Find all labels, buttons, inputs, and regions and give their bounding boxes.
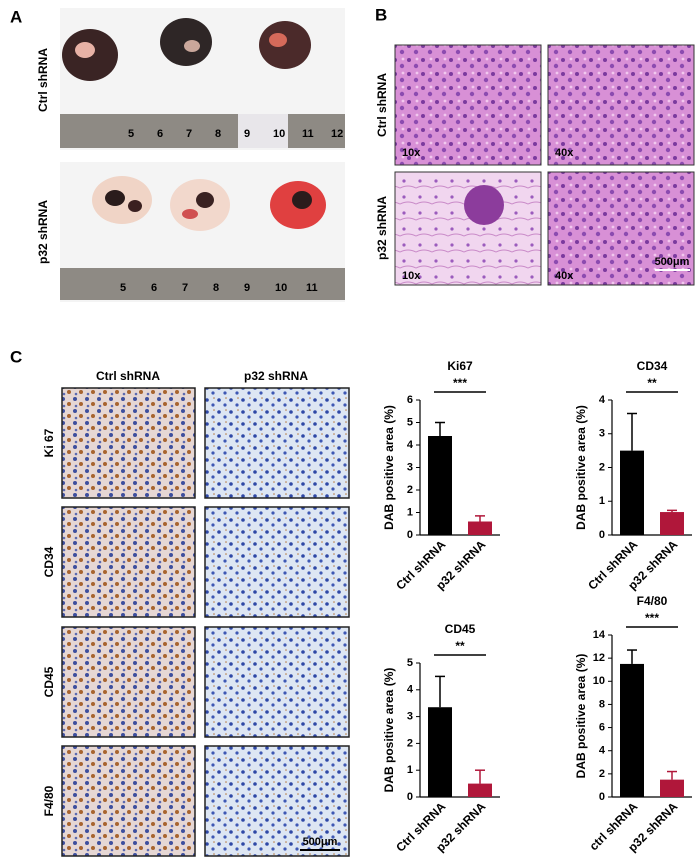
chart-title: Ki67 bbox=[447, 359, 473, 373]
ihc-image bbox=[61, 745, 196, 857]
y-tick-label: 4 bbox=[599, 394, 606, 406]
ruler-number: 6 bbox=[151, 282, 157, 294]
y-tick-label: 10 bbox=[593, 675, 605, 687]
bar bbox=[428, 707, 452, 797]
magnification: 40x bbox=[555, 270, 574, 282]
ruler-number: 11 bbox=[306, 282, 318, 294]
significance: *** bbox=[453, 376, 467, 390]
row-label: CD45 bbox=[42, 666, 56, 697]
ruler-number: 7 bbox=[182, 282, 188, 294]
y-axis-label: DAB positive area (%) bbox=[382, 405, 396, 530]
ruler-number: 8 bbox=[215, 128, 221, 140]
magnification: 10x bbox=[402, 147, 421, 159]
y-tick-label: 1 bbox=[407, 764, 413, 776]
y-tick-label: 5 bbox=[407, 657, 413, 669]
ihc-image bbox=[204, 387, 350, 499]
y-tick-label: 4 bbox=[599, 745, 606, 757]
bar bbox=[428, 436, 452, 535]
row-label: Ctrl shRNA bbox=[375, 73, 389, 137]
y-tick-label: 3 bbox=[407, 711, 413, 723]
histology-image bbox=[547, 44, 695, 166]
ihc-image bbox=[204, 506, 350, 618]
y-tick-label: 0 bbox=[599, 791, 605, 803]
bar bbox=[468, 783, 492, 797]
y-tick-label: 5 bbox=[407, 416, 413, 428]
y-tick-label: 8 bbox=[599, 698, 605, 710]
ihc-image bbox=[61, 626, 196, 738]
ruler-number: 12 bbox=[331, 128, 343, 140]
y-tick-label: 3 bbox=[599, 428, 605, 440]
row-label: p32 shRNA bbox=[36, 200, 50, 264]
ihc-image bbox=[204, 626, 350, 738]
row-label: F4/80 bbox=[42, 785, 56, 816]
histology-image bbox=[547, 171, 695, 286]
y-tick-label: 6 bbox=[599, 721, 605, 733]
y-tick-label: 4 bbox=[407, 439, 414, 451]
column-label: p32 shRNA bbox=[244, 369, 308, 383]
significance: ** bbox=[455, 639, 465, 653]
y-tick-label: 2 bbox=[407, 484, 413, 496]
bar bbox=[468, 521, 492, 535]
ruler-number: 9 bbox=[244, 128, 250, 140]
y-tick-label: 0 bbox=[407, 791, 413, 803]
y-tick-label: 0 bbox=[599, 529, 605, 541]
magnification: 40x bbox=[555, 147, 574, 159]
ruler-number: 7 bbox=[186, 128, 192, 140]
y-tick-label: 2 bbox=[599, 461, 605, 473]
magnification: 10x bbox=[402, 270, 421, 282]
y-tick-label: 2 bbox=[599, 768, 605, 780]
y-tick-label: 1 bbox=[599, 495, 605, 507]
lung-photo bbox=[60, 162, 345, 302]
ruler-number: 6 bbox=[157, 128, 163, 140]
ihc-grid bbox=[61, 387, 350, 857]
y-axis-label: DAB positive area (%) bbox=[574, 405, 588, 530]
ruler-number: 11 bbox=[302, 128, 314, 140]
tumor-nodule bbox=[464, 185, 504, 225]
row-label: Ctrl shRNA bbox=[36, 48, 50, 112]
ruler-number: 9 bbox=[244, 282, 250, 294]
bar bbox=[620, 450, 644, 535]
y-axis-label: DAB positive area (%) bbox=[382, 668, 396, 793]
panel-label: C bbox=[10, 347, 22, 366]
chart-title: CD45 bbox=[445, 622, 476, 636]
column-label: Ctrl shRNA bbox=[96, 369, 160, 383]
panel-label: B bbox=[375, 5, 387, 24]
histology-image bbox=[394, 171, 542, 286]
significance: *** bbox=[645, 611, 659, 625]
chart-title: CD34 bbox=[637, 359, 668, 373]
significance: ** bbox=[647, 376, 657, 390]
panel-label: A bbox=[10, 7, 22, 26]
y-tick-label: 1 bbox=[407, 506, 413, 518]
ruler-number: 10 bbox=[275, 282, 287, 294]
ruler-number: 8 bbox=[213, 282, 219, 294]
bar bbox=[620, 663, 644, 797]
y-axis-label: DAB positive area (%) bbox=[574, 654, 588, 779]
y-tick-label: 0 bbox=[407, 529, 413, 541]
bar bbox=[660, 779, 684, 797]
row-label: CD34 bbox=[42, 546, 56, 577]
y-tick-label: 2 bbox=[407, 737, 413, 749]
y-tick-label: 6 bbox=[407, 394, 413, 406]
chart-title: F4/80 bbox=[637, 594, 668, 608]
ruler-number: 5 bbox=[128, 128, 134, 140]
scale-bar-label: 500μm bbox=[303, 836, 338, 848]
y-tick-label: 3 bbox=[407, 461, 413, 473]
ruler-number: 5 bbox=[120, 282, 126, 294]
row-label: Ki 67 bbox=[42, 428, 56, 457]
bar bbox=[660, 512, 684, 535]
y-tick-label: 12 bbox=[593, 652, 605, 664]
ruler-number: 10 bbox=[273, 128, 285, 140]
row-label: p32 shRNA bbox=[375, 196, 389, 260]
histology-image bbox=[394, 44, 542, 166]
lung-photo bbox=[60, 8, 345, 150]
y-tick-label: 14 bbox=[593, 629, 606, 641]
ihc-image bbox=[61, 506, 196, 618]
ihc-image bbox=[204, 745, 350, 857]
scale-bar-label: 500μm bbox=[655, 256, 690, 268]
ihc-image bbox=[61, 387, 196, 499]
y-tick-label: 4 bbox=[407, 684, 414, 696]
